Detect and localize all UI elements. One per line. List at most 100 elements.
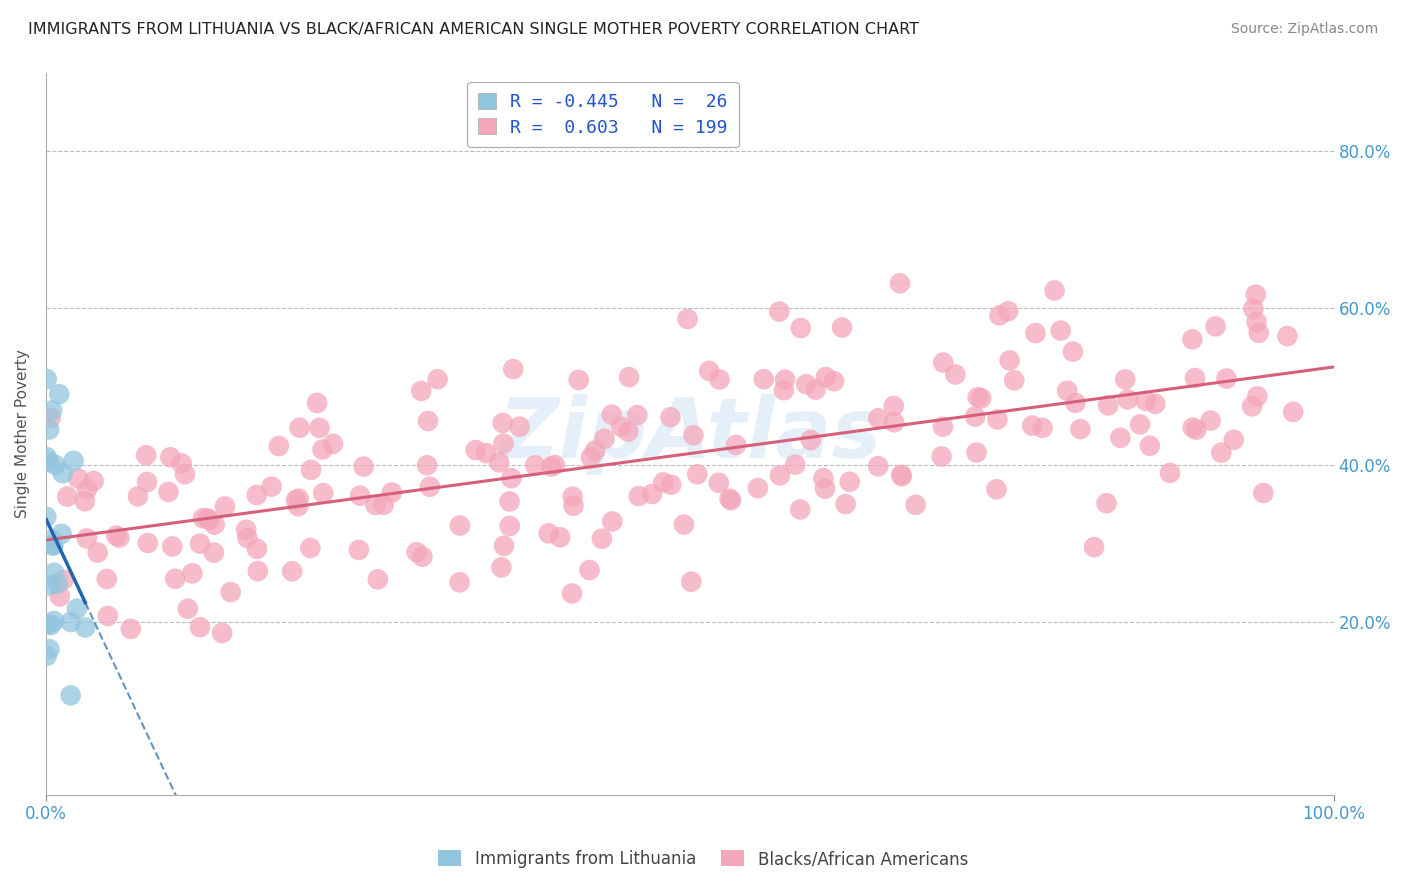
Point [1024,326,1046,340]
Point [1215,371,1237,385]
Point [73,494,96,508]
Point [42,539,65,553]
Point [773,383,796,397]
Point [381,485,404,500]
Point [617,370,640,384]
Point [672,517,695,532]
Point [1116,392,1139,407]
Point [883,415,905,429]
Point [804,383,827,397]
Point [197,511,219,525]
Point [416,414,439,428]
Point [890,467,912,482]
Point [988,309,1011,323]
Point [66,601,89,615]
Point [768,304,790,318]
Point [39,618,62,632]
Point [932,419,955,434]
Point [499,519,522,533]
Point [312,486,335,500]
Point [219,585,242,599]
Point [966,445,988,459]
Point [1056,384,1078,398]
Point [353,459,375,474]
Point [267,439,290,453]
Point [127,489,149,503]
Point [1095,496,1118,510]
Point [986,412,1008,426]
Point [544,458,567,472]
Point [449,575,471,590]
Point [108,531,131,545]
Text: ZipAtlas: ZipAtlas [498,393,882,475]
Point [1031,421,1053,435]
Point [214,500,236,514]
Point [1222,433,1244,447]
Point [593,432,616,446]
Point [1205,319,1227,334]
Point [1211,445,1233,459]
Point [561,490,583,504]
Point [838,475,860,489]
Point [1083,540,1105,554]
Point [641,487,664,501]
Point [1184,371,1206,385]
Point [789,502,811,516]
Point [202,546,225,560]
Point [1097,398,1119,412]
Point [686,467,709,482]
Point [890,469,912,483]
Point [198,513,221,527]
Point [46,577,69,591]
Point [44,566,66,580]
Point [67,472,90,486]
Point [1199,414,1222,428]
Point [627,489,650,503]
Point [159,450,181,465]
Point [86,545,108,559]
Point [540,459,562,474]
Point [561,586,583,600]
Point [211,626,233,640]
Point [904,498,927,512]
Point [659,410,682,425]
Point [600,408,623,422]
Point [188,620,211,634]
Point [790,321,813,335]
Point [1282,405,1305,419]
Point [652,475,675,490]
Point [1139,439,1161,453]
Point [591,532,613,546]
Point [299,463,322,477]
Point [769,468,792,483]
Point [600,515,623,529]
Point [236,531,259,545]
Point [284,493,307,508]
Point [747,481,769,495]
Point [42,614,65,628]
Point [246,488,269,502]
Point [51,526,73,541]
Legend: R = -0.445   N =  26, R =  0.603   N = 199: R = -0.445 N = 26, R = 0.603 N = 199 [467,82,738,147]
Point [288,421,311,435]
Point [502,362,524,376]
Point [76,483,98,497]
Point [492,416,515,430]
Point [626,408,648,422]
Point [498,494,520,508]
Point [416,458,439,473]
Point [1114,372,1136,386]
Point [299,541,322,555]
Point [135,448,157,462]
Point [965,409,987,424]
Point [1181,420,1204,434]
Point [697,364,720,378]
Point [367,573,389,587]
Point [1109,431,1132,445]
Point [35,509,58,524]
Point [1002,373,1025,387]
Point [311,442,333,457]
Y-axis label: Single Mother Poverty: Single Mother Poverty [15,350,30,518]
Point [287,500,309,514]
Point [120,622,142,636]
